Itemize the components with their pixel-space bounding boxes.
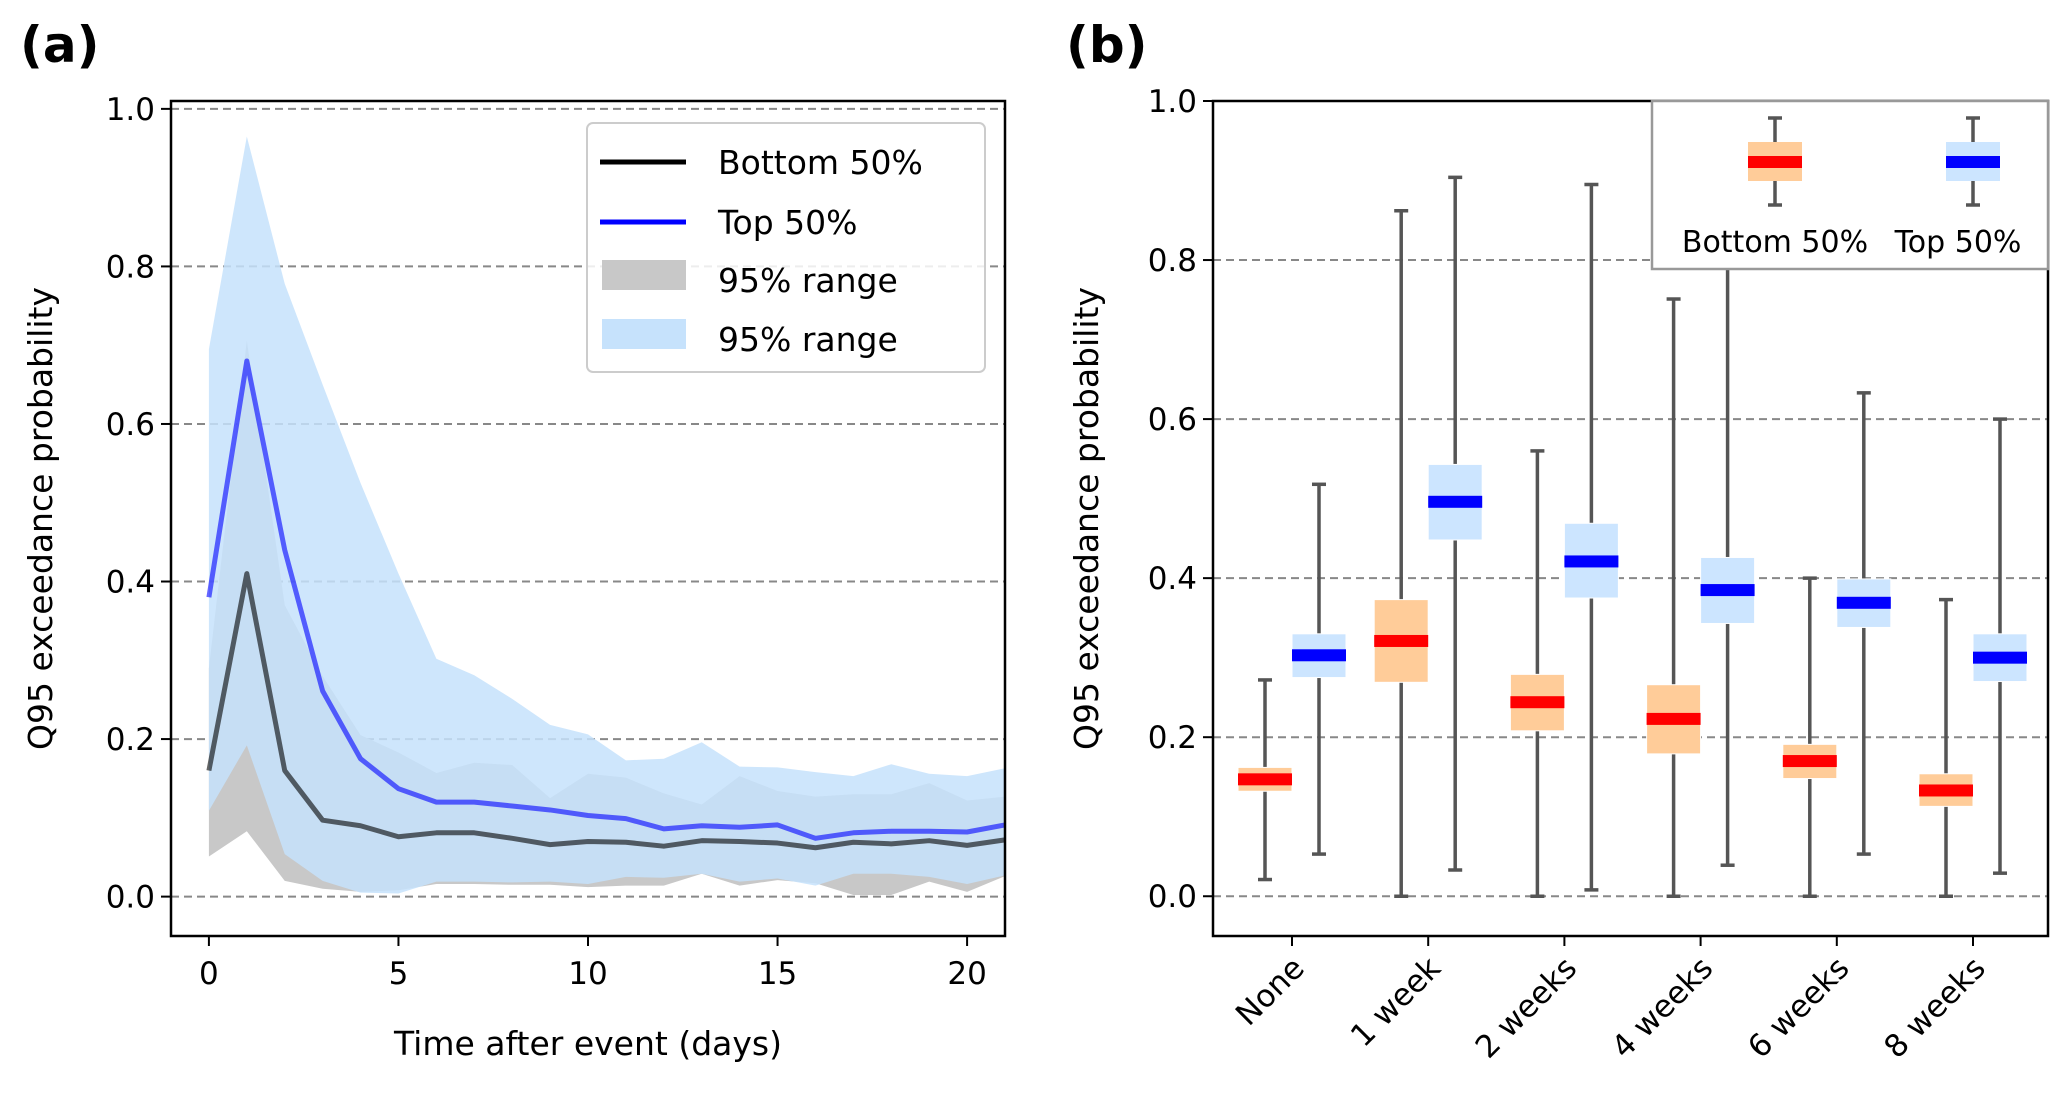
b-box-median: [1564, 555, 1619, 568]
b-y-tick-label: 0.0: [1148, 879, 1197, 915]
b-legend-box: [1650, 99, 2050, 271]
b-box-top: [1836, 391, 1892, 856]
a-x-tick-label: 5: [389, 956, 409, 992]
b-box-bottom: [1646, 297, 1702, 898]
panel-b-box-chart: None 1 week 2 weeks 4 weeks 6 weeks 8 weeks 0.…: [1067, 84, 2050, 1066]
b-legend: Bottom 50% Top 50%: [1650, 99, 2050, 271]
b-box-median: [1836, 596, 1891, 609]
a-y-tick-label: 0.8: [106, 249, 155, 285]
b-box-median: [1292, 649, 1346, 662]
b-legend-label-top: Top 50%: [1894, 225, 2022, 260]
b-legend-box-median: [1946, 156, 2000, 168]
a-legend-blue-band-swatch: [602, 319, 686, 349]
a-line-top: [206, 358, 1006, 841]
a-x-tick-label: 10: [568, 956, 607, 992]
b-legend-bottom-box-swatch: [1748, 116, 1802, 207]
b-legend-box-median: [1748, 156, 1802, 168]
b-box-median: [1782, 755, 1837, 768]
a-x-tick-label: 0: [199, 956, 219, 992]
b-x-tick-label: 1 week: [1344, 950, 1448, 1054]
b-axes-frame: [1211, 99, 2050, 938]
b-box-median: [1973, 651, 2027, 664]
a-x-tick-label: 15: [758, 956, 797, 992]
b-box-median: [1428, 495, 1483, 508]
b-x-tick-label: 4 weeks: [1605, 950, 1720, 1065]
a-band-top-band: [208, 136, 1006, 894]
b-box-median: [1510, 696, 1565, 709]
panel-label-b: (b): [1066, 16, 1148, 74]
b-box-top: [1291, 482, 1347, 856]
a-legend: Bottom 50% Top 50% 95% range 95% range: [586, 122, 986, 373]
b-box-top: [1972, 417, 2028, 875]
panel-label-a: (a): [20, 16, 99, 74]
panel-a-line-chart: 0 5 10 15 20 0.0 0.2 0.4 0.6 0.8 1.0 Time after ev…: [21, 92, 1007, 1063]
b-box-median: [1374, 634, 1429, 647]
a-legend-label-gray-band: 95% range: [718, 261, 898, 300]
a-legend-label-bottom: Bottom 50%: [718, 143, 923, 182]
b-y-tick-label: 0.2: [1148, 720, 1197, 756]
a-y-tick-label: 0.4: [106, 565, 155, 601]
b-boxes: [1237, 175, 2028, 898]
a-legend-label-blue-band: 95% range: [718, 320, 898, 359]
a-y-tick-label: 1.0: [106, 92, 155, 128]
b-legend-top-box-swatch: [1946, 116, 2000, 207]
b-box-bottom: [1918, 597, 1974, 898]
a-line-bottom: [206, 571, 1006, 851]
a-y-axis-label: Q95 exceedance probability: [21, 287, 60, 750]
b-box-bottom: [1509, 449, 1565, 898]
b-y-tick-label: 1.0: [1148, 84, 1197, 120]
b-x-tick-label: 6 weeks: [1741, 950, 1856, 1065]
b-box-median: [1646, 712, 1701, 725]
b-box-median: [1700, 584, 1755, 597]
b-y-axis-label: Q95 exceedance probability: [1067, 287, 1106, 750]
b-y-tick-label: 0.4: [1148, 561, 1197, 597]
a-legend-gray-band-swatch: [602, 260, 686, 290]
b-box-bottom: [1373, 208, 1429, 898]
a-x-tick-label: 20: [947, 956, 986, 992]
b-box-median: [1238, 773, 1292, 786]
b-box-median: [1919, 784, 1973, 797]
b-legend-label-bottom: Bottom 50%: [1682, 225, 1868, 260]
b-x-tick-label: 2 weeks: [1469, 950, 1584, 1065]
b-box-bottom: [1782, 576, 1838, 898]
b-axes: [1211, 99, 2050, 938]
b-box-bottom: [1237, 678, 1293, 882]
b-box-top: [1427, 175, 1483, 872]
a-legend-label-top: Top 50%: [717, 203, 858, 242]
b-y-tick-label: 0.8: [1148, 243, 1197, 279]
b-box-top: [1700, 218, 1756, 867]
b-x-tick-label: None: [1229, 950, 1312, 1033]
a-y-tick-label: 0.6: [106, 407, 155, 443]
a-legend-box: [586, 122, 986, 373]
b-y-tick-label: 0.6: [1148, 402, 1197, 438]
a-ticks: 0 5 10 15 20 0.0 0.2 0.4 0.6 0.8 1.0: [106, 92, 987, 992]
a-y-tick-label: 0.2: [106, 722, 155, 758]
a-x-axis-label: Time after event (days): [393, 1024, 782, 1063]
a-y-tick-label: 0.0: [106, 880, 155, 916]
b-box-top: [1563, 182, 1619, 892]
a-lines: [206, 358, 1006, 851]
b-x-tick-label: 8 weeks: [1877, 950, 1992, 1065]
